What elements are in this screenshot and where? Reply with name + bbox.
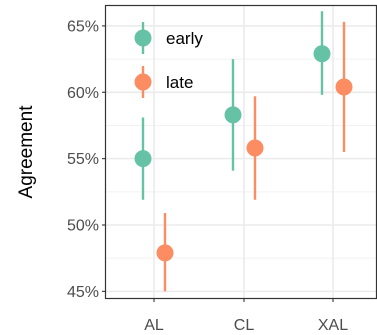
grid-lines [106, 6, 376, 298]
y-tick-label: 60% [67, 85, 99, 102]
legend-key-point-early [134, 29, 152, 47]
point-late-AL [156, 244, 174, 262]
x-tick-label: CL [234, 317, 255, 334]
point-late-CL [246, 139, 264, 157]
y-tick-label: 55% [67, 151, 99, 168]
point-early-AL [134, 150, 152, 168]
point-late-XAL [335, 78, 353, 96]
legend-label-early: early [166, 29, 203, 48]
data-marks [134, 11, 353, 292]
x-tick-label: AL [144, 317, 164, 334]
point-early-XAL [313, 45, 331, 63]
y-tick-label: 50% [67, 218, 99, 235]
legend-label-late: late [166, 73, 193, 92]
y-tick-label: 65% [67, 18, 99, 35]
y-axis-title: Agreement [16, 105, 37, 199]
x-tick-label: XAL [318, 317, 348, 334]
legend: early late [134, 22, 203, 98]
y-tick-label: 45% [67, 284, 99, 301]
point-early-CL [224, 106, 242, 124]
legend-key-point-late [134, 73, 152, 91]
axes: 45% 50% 55% 60% 65% AL CL XAL [67, 18, 348, 334]
